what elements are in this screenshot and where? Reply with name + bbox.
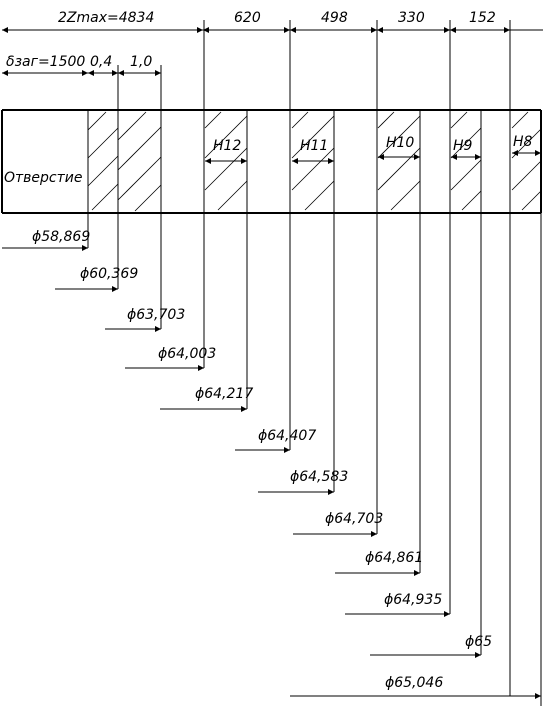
h9-zone-label: H9 xyxy=(453,138,473,154)
hole-zone-label: Отверстие xyxy=(4,170,83,186)
h12-step-label: 620 xyxy=(234,10,261,26)
diameter-label: ϕ64,003 xyxy=(158,346,216,362)
h10-step-label: 330 xyxy=(398,10,425,26)
second-dimension-row: δзаг=1500 0,4 1,0 xyxy=(2,54,161,76)
h10-zone-label: H10 xyxy=(386,135,414,151)
hatch-zone-h12 xyxy=(204,111,248,211)
top-dimension-row: 2Zmax=4834 620 498 330 152 xyxy=(2,10,543,33)
h9-step-label: 152 xyxy=(469,10,496,26)
h8-zone-label: H8 xyxy=(513,134,533,150)
diameter-label: ϕ64,217 xyxy=(195,386,253,402)
h11-zone-label: H11 xyxy=(300,138,328,154)
diameter-label: ϕ63,703 xyxy=(127,307,185,323)
diameter-label: ϕ60,369 xyxy=(80,266,138,282)
diameter-label: ϕ64,407 xyxy=(258,428,316,444)
hatch-zone-h10 xyxy=(377,111,421,211)
h12-zone-label: H12 xyxy=(213,138,241,154)
diameter-label: ϕ64,703 xyxy=(325,511,383,527)
diameter-label: ϕ64,935 xyxy=(384,592,442,608)
diameter-callouts: ϕ58,869 ϕ60,369 ϕ63,703 ϕ64,003 ϕ64,217 ϕ64,4… xyxy=(2,229,541,699)
step2-label: 1,0 xyxy=(130,54,152,70)
blank-allowance-label: δзаг=1500 xyxy=(6,54,85,70)
hatch-zone-2 xyxy=(117,111,162,212)
step1-label: 0,4 xyxy=(90,54,112,70)
hatch-zone-1 xyxy=(87,111,119,211)
diameter-label: ϕ58,869 xyxy=(32,229,90,245)
zone-labels: Отверстие H12 H11 H10 H9 H8 xyxy=(4,134,541,186)
diameter-label: ϕ64,583 xyxy=(290,469,348,485)
diameter-label: ϕ65 xyxy=(465,634,492,650)
diameter-label: ϕ64,861 xyxy=(365,550,423,566)
boundary-lines xyxy=(87,20,542,706)
hatch-zone-h11 xyxy=(291,111,335,211)
h11-step-label: 498 xyxy=(321,10,348,26)
hatch-zone-h9 xyxy=(450,111,482,211)
hatch-zones xyxy=(87,111,542,212)
hatch-zone-h8 xyxy=(511,111,542,211)
diameter-label: ϕ65,046 xyxy=(385,675,443,691)
total-allowance-label: 2Zmax=4834 xyxy=(58,10,154,26)
main-band xyxy=(1,109,542,214)
